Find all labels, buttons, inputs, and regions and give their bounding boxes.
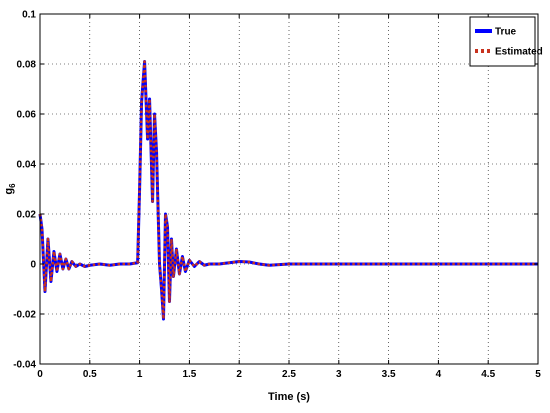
x-tick-label: 2: [236, 369, 242, 380]
y-tick-label: 0.06: [17, 110, 37, 121]
x-tick-label: 1.5: [182, 369, 196, 380]
x-tick-label: 3.5: [382, 369, 396, 380]
x-tick-label: 0.5: [83, 369, 97, 380]
x-tick-label: 1: [137, 369, 143, 380]
x-tick-label: 4.5: [481, 369, 495, 380]
y-tick-label: 0.08: [17, 60, 37, 71]
y-tick-label: -0.02: [13, 310, 36, 321]
y-tick-label: 0.04: [17, 160, 37, 171]
y-axis-title-subscript: 6: [8, 183, 17, 188]
axis-ticks: 0 0.5 1 1.5 2 2.5 3 3.5 4 4.5 5 -0.04 -0.02 0 0.02 0.04…: [13, 10, 541, 381]
y-tick-label: 0.02: [17, 210, 37, 221]
series-line-true: [38, 60, 538, 321]
y-tick-label: -0.04: [13, 360, 36, 371]
legend: True Estimated: [469, 16, 543, 67]
x-tick-label: 2.5: [282, 369, 296, 380]
x-tick-label: 5: [535, 369, 541, 380]
x-tick-label: 0: [37, 369, 43, 380]
x-tick-label: 4: [436, 369, 442, 380]
legend-label-true: True: [495, 27, 517, 38]
legend-box: [469, 16, 536, 67]
y-axis-title: g6: [3, 183, 17, 195]
y-tick-label: 0: [30, 260, 36, 271]
x-tick-label: 3: [336, 369, 342, 380]
series-layer: [38, 60, 538, 321]
y-tick-label: 0.1: [22, 10, 36, 21]
y-axis-title-main: g: [3, 188, 15, 195]
legend-label-estimated: Estimated: [495, 47, 543, 58]
x-axis-title: Time (s): [268, 391, 310, 403]
